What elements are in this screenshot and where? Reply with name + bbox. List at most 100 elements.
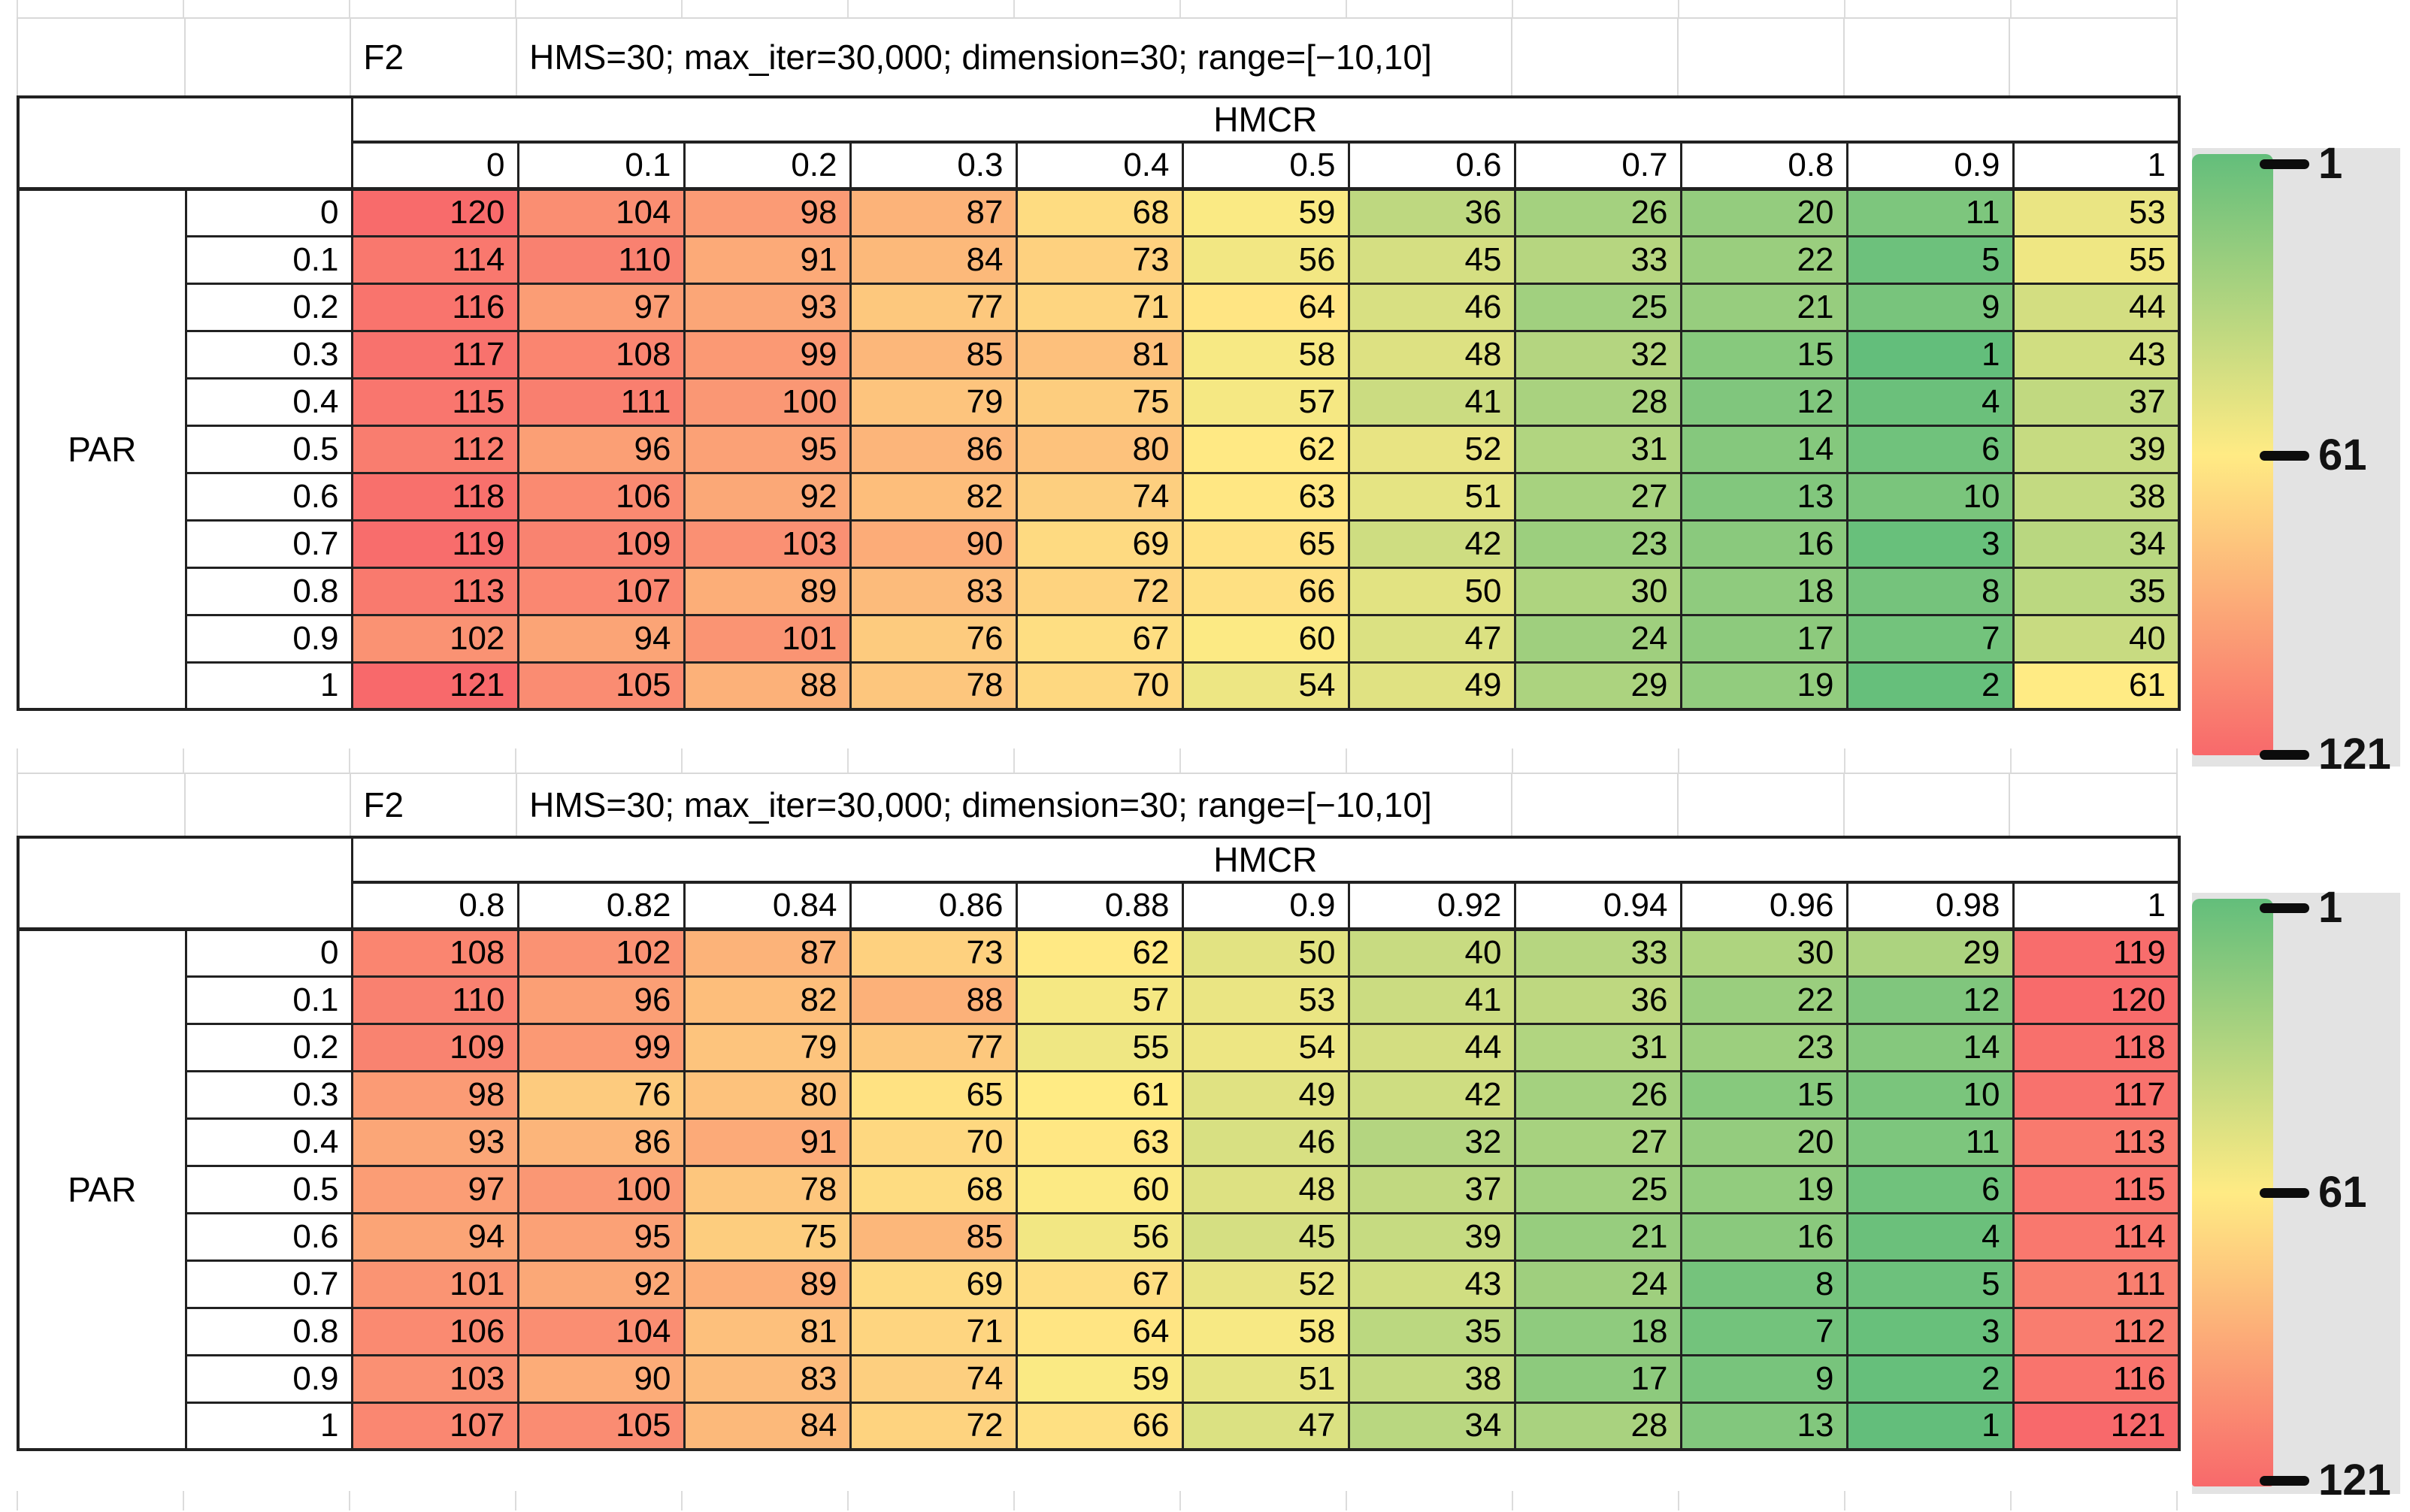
- rank-cell[interactable]: 12: [1679, 376, 1848, 427]
- rank-cell[interactable]: 5: [1845, 234, 2015, 285]
- rank-cell[interactable]: 96: [516, 424, 686, 474]
- rank-cell[interactable]: 40: [1347, 927, 1516, 978]
- rank-cell[interactable]: 5: [1845, 1259, 2015, 1309]
- par-value-header[interactable]: 0.2: [184, 282, 353, 332]
- hmcr-value-header[interactable]: 0.5: [1181, 141, 1350, 191]
- rank-cell[interactable]: 18: [1513, 1306, 1682, 1356]
- rank-cell[interactable]: 67: [1015, 613, 1184, 664]
- rank-cell[interactable]: 61: [2012, 661, 2181, 711]
- empty-cell[interactable]: [1845, 19, 2011, 95]
- rank-cell[interactable]: 105: [516, 1401, 686, 1451]
- par-value-header[interactable]: 0.8: [184, 566, 353, 616]
- rank-cell[interactable]: 121: [2012, 1401, 2181, 1451]
- empty-cell[interactable]: [18, 774, 186, 836]
- hmcr-value-header[interactable]: 0.82: [516, 881, 686, 931]
- rank-cell[interactable]: 75: [683, 1211, 852, 1262]
- rank-cell[interactable]: 15: [1679, 1069, 1848, 1120]
- rank-cell[interactable]: 58: [1181, 329, 1350, 380]
- rank-cell[interactable]: 83: [849, 566, 1018, 616]
- rank-cell[interactable]: 105: [516, 661, 686, 711]
- rank-cell[interactable]: 46: [1347, 282, 1516, 332]
- rank-cell[interactable]: 11: [1845, 1117, 2015, 1167]
- rank-cell[interactable]: 93: [350, 1117, 519, 1167]
- rank-cell[interactable]: 97: [516, 282, 686, 332]
- rank-cell[interactable]: 43: [1347, 1259, 1516, 1309]
- rank-cell[interactable]: 119: [2012, 927, 2181, 978]
- rank-cell[interactable]: 7: [1845, 613, 2015, 664]
- rank-cell[interactable]: 121: [350, 661, 519, 711]
- rank-cell[interactable]: 74: [849, 1353, 1018, 1404]
- rank-cell[interactable]: 91: [683, 1117, 852, 1167]
- rank-cell[interactable]: 111: [2012, 1259, 2181, 1309]
- hmcr-value-header[interactable]: 0.6: [1347, 141, 1516, 191]
- rank-cell[interactable]: 9: [1679, 1353, 1848, 1404]
- rank-cell[interactable]: 59: [1181, 187, 1350, 237]
- rank-cell[interactable]: 98: [350, 1069, 519, 1120]
- rank-cell[interactable]: 38: [2012, 471, 2181, 522]
- rank-cell[interactable]: 91: [683, 234, 852, 285]
- rank-cell[interactable]: 52: [1347, 424, 1516, 474]
- empty-cell[interactable]: [18, 19, 186, 95]
- rank-cell[interactable]: 20: [1679, 1117, 1848, 1167]
- rank-cell[interactable]: 29: [1845, 927, 2015, 978]
- rank-cell[interactable]: 1: [1845, 1401, 2015, 1451]
- rank-cell[interactable]: 112: [350, 424, 519, 474]
- rank-cell[interactable]: 25: [1513, 1164, 1682, 1214]
- rank-cell[interactable]: 34: [2012, 519, 2181, 569]
- rank-cell[interactable]: 113: [2012, 1117, 2181, 1167]
- rank-cell[interactable]: 47: [1347, 613, 1516, 664]
- rank-cell[interactable]: 49: [1181, 1069, 1350, 1120]
- rank-cell[interactable]: 73: [1015, 234, 1184, 285]
- par-value-header[interactable]: 0.7: [184, 519, 353, 569]
- rank-cell[interactable]: 65: [849, 1069, 1018, 1120]
- rank-cell[interactable]: 27: [1513, 471, 1682, 522]
- par-value-header[interactable]: 0.2: [184, 1022, 353, 1072]
- hmcr-value-header[interactable]: 0.7: [1513, 141, 1682, 191]
- rank-cell[interactable]: 114: [350, 234, 519, 285]
- rank-cell[interactable]: 63: [1181, 471, 1350, 522]
- par-value-header[interactable]: 0.6: [184, 471, 353, 522]
- hmcr-value-header[interactable]: 0.9: [1181, 881, 1350, 931]
- rank-cell[interactable]: 7: [1679, 1306, 1848, 1356]
- rank-cell[interactable]: 45: [1347, 234, 1516, 285]
- rank-cell[interactable]: 32: [1513, 329, 1682, 380]
- par-value-header[interactable]: 0.9: [184, 613, 353, 664]
- rank-cell[interactable]: 8: [1679, 1259, 1848, 1309]
- rank-cell[interactable]: 4: [1845, 376, 2015, 427]
- rank-cell[interactable]: 41: [1347, 376, 1516, 427]
- rank-cell[interactable]: 2: [1845, 661, 2015, 711]
- rank-cell[interactable]: 85: [849, 1211, 1018, 1262]
- rank-cell[interactable]: 47: [1181, 1401, 1350, 1451]
- rank-cell[interactable]: 2: [1845, 1353, 2015, 1404]
- rank-cell[interactable]: 19: [1679, 1164, 1848, 1214]
- empty-cell[interactable]: [2010, 774, 2176, 836]
- rank-cell[interactable]: 88: [849, 975, 1018, 1025]
- rank-cell[interactable]: 99: [516, 1022, 686, 1072]
- hmcr-value-header[interactable]: 0: [350, 141, 519, 191]
- rank-cell[interactable]: 72: [1015, 566, 1184, 616]
- rank-cell[interactable]: 102: [350, 613, 519, 664]
- rank-cell[interactable]: 109: [516, 519, 686, 569]
- rank-cell[interactable]: 62: [1015, 927, 1184, 978]
- rank-cell[interactable]: 30: [1513, 566, 1682, 616]
- par-value-header[interactable]: 0.3: [184, 329, 353, 380]
- rank-cell[interactable]: 116: [350, 282, 519, 332]
- settings-label[interactable]: HMS=30; max_iter=30,000; dimension=30; r…: [517, 774, 1513, 836]
- rank-cell[interactable]: 44: [1347, 1022, 1516, 1072]
- rank-cell[interactable]: 86: [516, 1117, 686, 1167]
- rank-cell[interactable]: 90: [849, 519, 1018, 569]
- rank-cell[interactable]: 97: [350, 1164, 519, 1214]
- rank-cell[interactable]: 104: [516, 187, 686, 237]
- rank-cell[interactable]: 49: [1347, 661, 1516, 711]
- rank-cell[interactable]: 22: [1679, 234, 1848, 285]
- rank-cell[interactable]: 54: [1181, 661, 1350, 711]
- rank-cell[interactable]: 68: [849, 1164, 1018, 1214]
- rank-cell[interactable]: 88: [683, 661, 852, 711]
- rank-cell[interactable]: 29: [1513, 661, 1682, 711]
- rank-cell[interactable]: 66: [1015, 1401, 1184, 1451]
- rank-cell[interactable]: 120: [350, 187, 519, 237]
- rank-cell[interactable]: 6: [1845, 424, 2015, 474]
- par-value-header[interactable]: 0.5: [184, 1164, 353, 1214]
- rank-cell[interactable]: 10: [1845, 1069, 2015, 1120]
- rank-cell[interactable]: 1: [1845, 329, 2015, 380]
